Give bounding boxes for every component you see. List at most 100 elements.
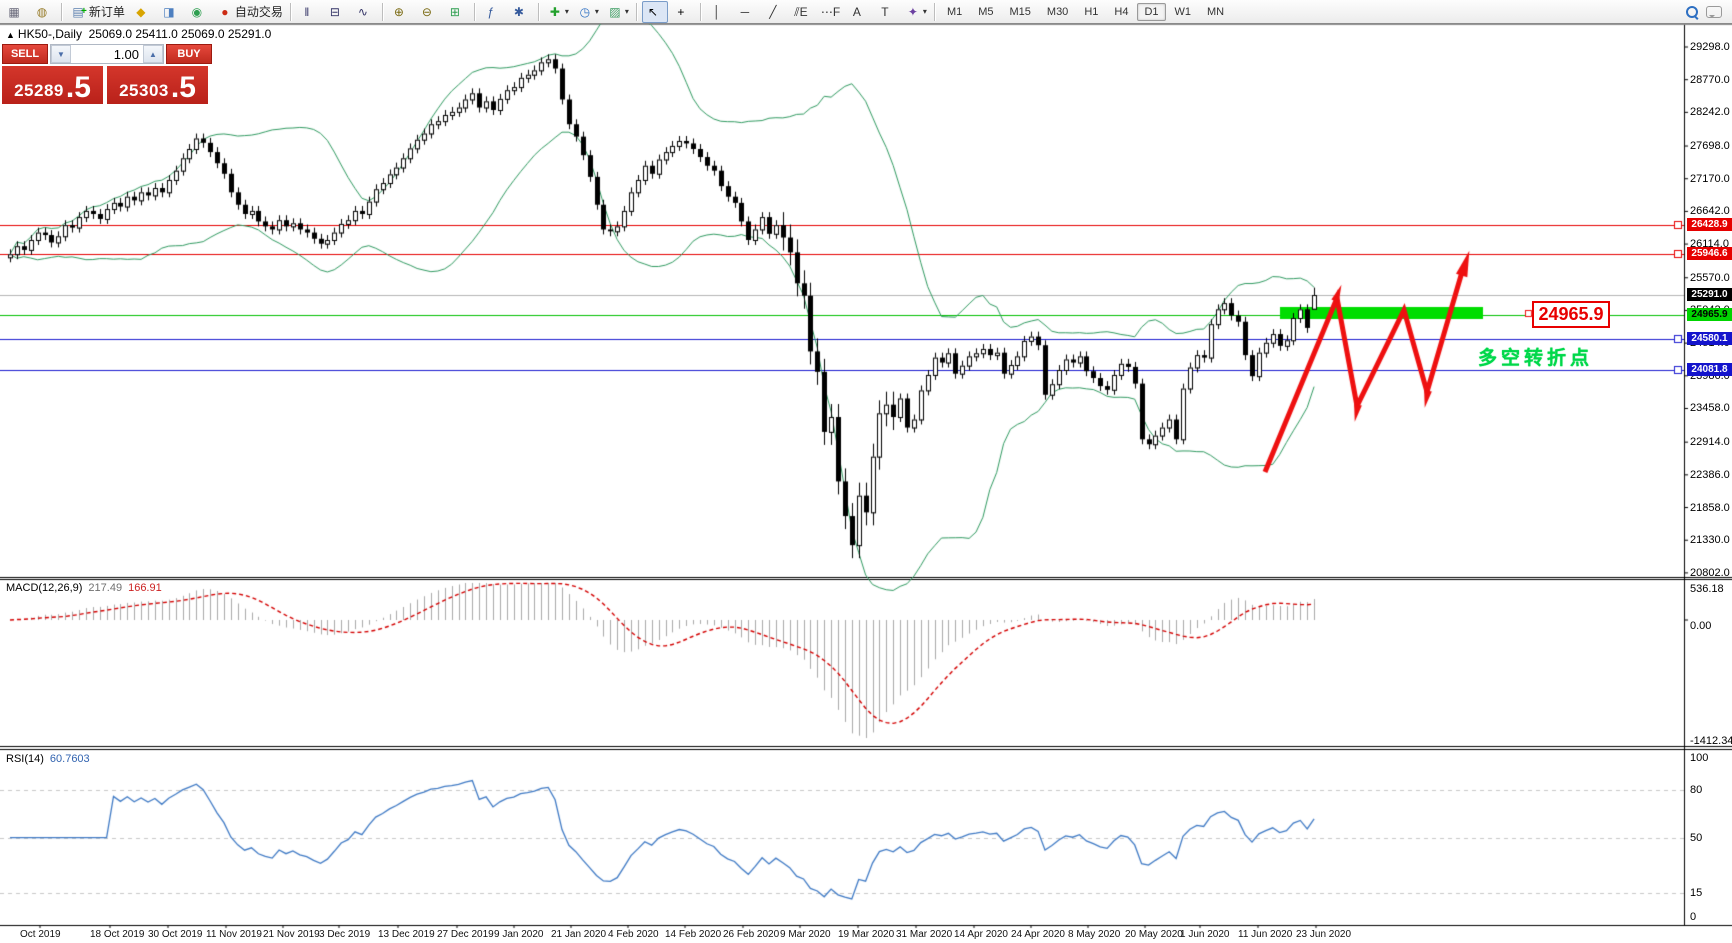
horizontal-line-tool-icon: ─ (740, 4, 750, 19)
sell-price-main: 25289 (14, 81, 64, 100)
eraser-icon: ◆ (136, 4, 146, 19)
eraser-button[interactable]: ◆ (130, 1, 156, 23)
autotrade-icon: ● (221, 4, 229, 19)
toolbar-separator (933, 2, 936, 21)
price-tick-label: 29298.0 (1690, 41, 1730, 53)
horizontal-line-tool-button[interactable]: ─ (734, 1, 760, 23)
date-tick-label: 13 Dec 2019 (378, 929, 435, 940)
timeframe-h1-button[interactable]: H1 (1084, 5, 1099, 18)
chart-profile-button[interactable]: ◍ (31, 1, 57, 23)
date-tick-label: 4 Feb 2020 (608, 929, 659, 940)
price-tick-label: 23458.0 (1690, 402, 1730, 414)
price-tick-label: 27698.0 (1690, 140, 1730, 152)
price-tick-label: 25570.0 (1690, 272, 1730, 284)
timeframe-w1-button[interactable]: W1 (1174, 5, 1192, 18)
chart-ohlc-values: 25069.0 25411.0 25069.0 25291.0 (88, 27, 272, 41)
new-order-button[interactable]: ▤ + 新订单 (67, 1, 128, 23)
price-callout-label[interactable]: 24965.9 (1532, 301, 1610, 328)
date-tick-label: 1 Jun 2020 (1180, 929, 1230, 940)
sell-button[interactable]: SELL (2, 44, 48, 64)
add-indicator-button[interactable]: ✚ ▾ (544, 1, 572, 23)
timeframe-d1-button[interactable]: D1 (1137, 2, 1166, 21)
price-tick-label: 22914.0 (1690, 436, 1730, 448)
date-tick-label: 3 Dec 2019 (319, 929, 371, 940)
indicator-star-button[interactable]: ✱ (508, 1, 534, 23)
timeframe-m30-button[interactable]: M30 (1046, 5, 1069, 18)
main-toolbar: ▦ ◍ ▤ + 新订单 ◆ ◨ ◉ ● 自动交易 ‖ ⊟ ∿ ⊕ ⊖ ⊞ ƒ ✱ ✚ ▾ ◷ ▾ ▨ ▾ ↖ + │ ─ ╱ ⫽E ⋯F A T… (0, 0, 1732, 24)
line-chart-mode-button[interactable]: ∿ (352, 1, 378, 23)
macd-tick-label: -1412.34 (1690, 735, 1732, 747)
date-tick-label: 9 Mar 2020 (780, 929, 831, 940)
signals-icon: ◉ (191, 4, 203, 19)
timeframe-mn-button[interactable]: MN (1207, 5, 1225, 18)
pivot-annotation-text[interactable]: 多空转折点 (1478, 348, 1594, 369)
template-button[interactable]: ▨ ▾ (604, 1, 632, 23)
date-tick-label: 11 Jun 2020 (1238, 929, 1293, 940)
volume-value[interactable]: 1.00 (113, 46, 139, 62)
crosshair-tool-button[interactable]: + (670, 1, 696, 23)
dropdown-caret-icon: ▾ (594, 7, 599, 16)
chat-icon[interactable] (1706, 5, 1722, 18)
bar-chart-mode-button[interactable]: ‖ (296, 1, 322, 23)
rsi-value: 60.7603 (49, 753, 90, 765)
period-clock-button[interactable]: ◷ ▾ (574, 1, 602, 23)
volume-increase-button[interactable]: ▲ (143, 45, 163, 63)
zoom-in-button[interactable]: ⊕ (388, 1, 414, 23)
fibonacci-tool-icon: ⋯F (820, 4, 841, 19)
timeframe-m1-button[interactable]: M1 (946, 5, 963, 18)
indicator-star-icon: ✱ (513, 4, 524, 19)
signals-button[interactable]: ◉ (186, 1, 212, 23)
timeframe-m15-button[interactable]: M15 (1009, 5, 1031, 18)
price-badge: 24081.8 (1687, 363, 1732, 376)
price-badge: 24580.1 (1687, 332, 1732, 345)
candlestick-mode-button[interactable]: ⊟ (324, 1, 350, 23)
vertical-line-tool-button[interactable]: │ (706, 1, 732, 23)
zoom-in-icon: ⊕ (393, 4, 404, 19)
macd-tick-label: 536.18 (1690, 583, 1724, 595)
new-chart-button[interactable]: ▦ (3, 1, 29, 23)
toolbar-separator (289, 2, 292, 21)
indicator-window-icon: ƒ (487, 4, 495, 19)
equidistant-channel-tool-button[interactable]: ⫽E (790, 1, 816, 23)
macd-signal-value: 166.91 (128, 582, 162, 594)
search-icon[interactable] (1686, 5, 1698, 18)
tile-windows-button[interactable]: ⊞ (444, 1, 470, 23)
volume-decrease-button[interactable]: ▼ (51, 45, 71, 63)
price-tick-label: 28242.0 (1690, 106, 1730, 118)
publish-chart-button[interactable]: ◨ (158, 1, 184, 23)
text-tool-button[interactable]: A (846, 1, 872, 23)
price-tick-label: 20802.0 (1690, 567, 1730, 579)
chart-header: ▲ HK50-,Daily 25069.0 25411.0 25069.0 252… (6, 27, 271, 41)
symbol-triangle-icon: ▲ (6, 30, 15, 40)
chart-symbol-period: HK50-,Daily (17, 27, 82, 41)
buy-price-panel[interactable]: 25303 .5 (107, 66, 208, 104)
zoom-out-icon: ⊖ (421, 4, 432, 19)
arrows-tool-icon: ✦ (907, 4, 918, 19)
cursor-tool-button[interactable]: ↖ (641, 0, 668, 23)
date-tick-label: Oct 2019 (20, 929, 61, 940)
date-tick-label: 9 Jan 2020 (494, 929, 544, 940)
toolbar-separator (699, 2, 702, 21)
arrows-tool-button[interactable]: ✦ ▾ (902, 1, 930, 23)
fibonacci-tool-button[interactable]: ⋯F (818, 1, 844, 23)
trendline-tool-button[interactable]: ╱ (762, 1, 788, 23)
buy-button[interactable]: BUY (166, 44, 212, 64)
date-tick-label: 24 Apr 2020 (1011, 929, 1065, 940)
timeframe-m5-button[interactable]: M5 (978, 5, 994, 18)
vertical-line-tool-icon: │ (713, 4, 721, 19)
sell-price-panel[interactable]: 25289 .5 (2, 66, 103, 104)
indicator-window-button[interactable]: ƒ (480, 1, 506, 23)
macd-tick-label: 0.00 (1690, 620, 1712, 632)
price-tick-label: 22386.0 (1690, 469, 1730, 481)
date-tick-label: 26 Feb 2020 (723, 929, 780, 940)
macd-main-value: 217.49 (88, 582, 123, 594)
new-order-button-label: 新订单 (88, 5, 125, 19)
one-click-trading-widget: SELL ▼ 1.00 ▲ BUY 25289 .5 25303 .5 (2, 44, 212, 104)
autotrade-button[interactable]: ● 自动交易 (214, 1, 286, 23)
timeframe-h4-button[interactable]: H4 (1114, 5, 1129, 18)
rsi-tick-label: 100 (1690, 752, 1709, 764)
zoom-out-button[interactable]: ⊖ (416, 1, 442, 23)
text-label-tool-button[interactable]: T (874, 1, 900, 23)
